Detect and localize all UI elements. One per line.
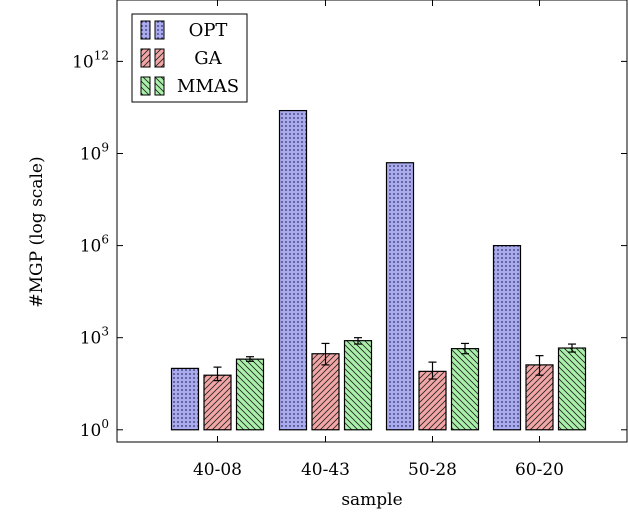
bar-mmas-50-28: [450, 348, 480, 431]
bar-mmas-40-08: [235, 358, 265, 431]
y-tick-exponent: 6: [101, 233, 109, 247]
bars-layer: [170, 109, 587, 431]
bar-opt-40-08: [170, 367, 200, 431]
legend-swatch: [154, 48, 165, 68]
x-axis-label: sample: [341, 490, 402, 510]
y-tick-label: 106: [80, 233, 109, 257]
y-tick-exponent: 3: [101, 325, 109, 339]
plot-frame: [116, 0, 628, 443]
legend-swatch: [154, 20, 165, 40]
x-tick-label: 40-08: [193, 460, 242, 480]
legend: OPT GA MMAS: [131, 13, 248, 103]
legend-item-mmas: MMAS: [140, 76, 239, 97]
y-tick-base: 10: [80, 144, 102, 164]
x-tick-label: 50-28: [408, 460, 457, 480]
plot-area: [116, 0, 628, 443]
y-tick-exponent: 9: [101, 140, 109, 154]
bar-opt-50-28: [385, 162, 415, 431]
y-tick-base: 10: [80, 237, 102, 257]
y-tick-exponent: 0: [101, 417, 109, 431]
legend-label: MMAS: [177, 76, 239, 97]
bar-opt-40-43: [278, 109, 308, 431]
y-tick-label: 109: [80, 140, 109, 164]
legend-item-ga: GA: [140, 48, 223, 69]
legend-swatch: [140, 76, 151, 96]
legend-swatch: [140, 20, 151, 40]
legend-swatch: [140, 48, 151, 68]
legend-label: OPT: [189, 20, 228, 41]
x-tick-label: 40-43: [301, 460, 350, 480]
bar-ga-40-43: [311, 353, 340, 431]
x-tick-label: 60-20: [515, 460, 564, 480]
bar-mmas-40-43: [343, 340, 373, 431]
y-tick-base: 10: [72, 52, 94, 72]
bar-mmas-60-20: [557, 347, 587, 431]
y-tick-label: 103: [80, 325, 109, 349]
y-tick-exponent: 12: [94, 48, 109, 62]
y-tick-label: 1012: [72, 48, 109, 72]
bar-opt-60-20: [492, 244, 522, 431]
bar-ga-50-28: [418, 370, 447, 431]
y-axis-label: #MGP (log scale): [27, 156, 47, 307]
y-tick-base: 10: [80, 421, 102, 441]
bar-ga-40-08: [203, 374, 232, 431]
legend-label: GA: [194, 48, 222, 69]
y-tick-base: 10: [80, 329, 102, 349]
legend-swatch: [154, 76, 165, 96]
legend-item-opt: OPT: [140, 20, 228, 41]
legend-box: [131, 13, 248, 103]
y-tick-label: 100: [80, 417, 109, 441]
